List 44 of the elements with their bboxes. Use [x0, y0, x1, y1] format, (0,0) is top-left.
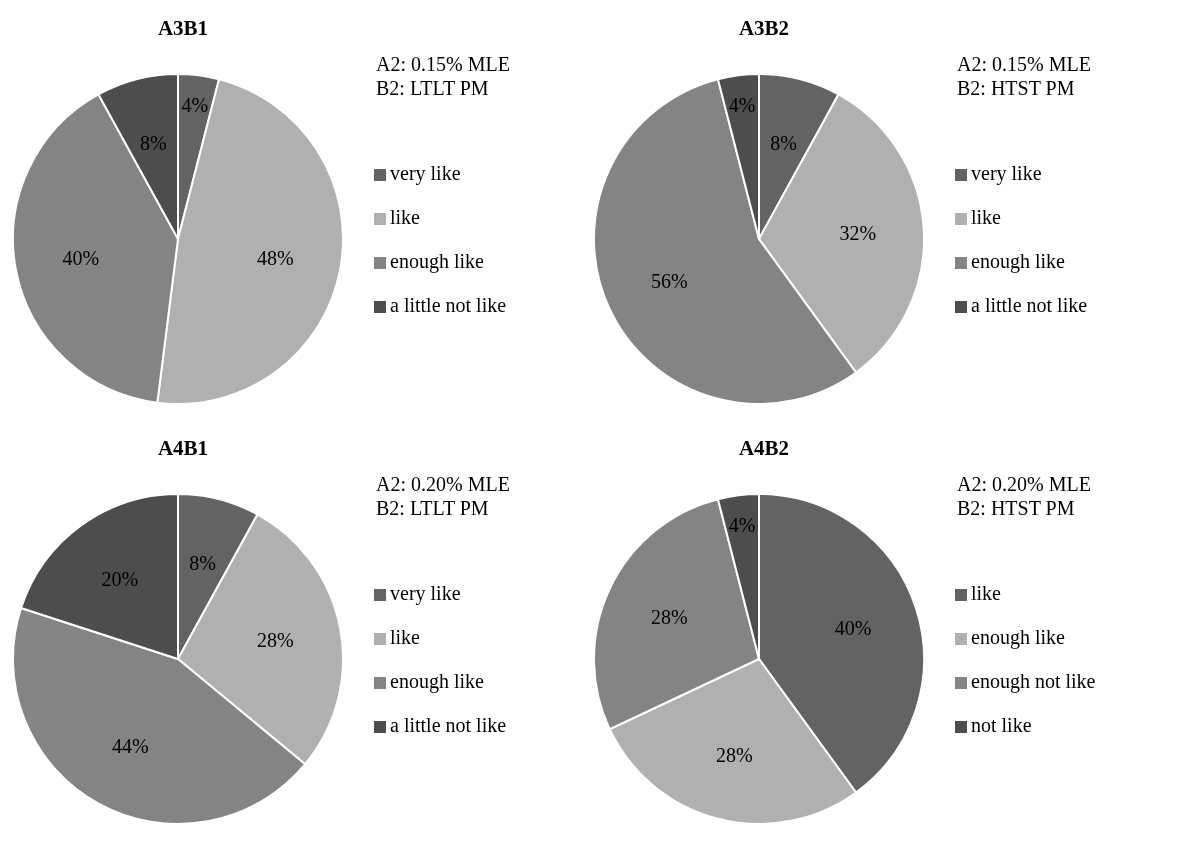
data-label: 28% — [256, 629, 294, 652]
data-label: 48% — [256, 246, 294, 269]
legend-label: like — [390, 206, 420, 228]
legend-label: a little not like — [390, 714, 507, 736]
chart-title: A4B1 — [156, 436, 210, 461]
legend-label: a little not like — [390, 294, 507, 316]
legend-label: not like — [971, 714, 1032, 736]
legend-label: like — [390, 626, 420, 648]
data-label: 8% — [770, 132, 797, 155]
legend-label: enough like — [390, 250, 484, 272]
chart-title: A3B1 — [156, 16, 210, 41]
text: A2: 0.15% MLE — [376, 52, 510, 76]
data-label: 40% — [62, 246, 100, 269]
legend-label: like — [971, 582, 1001, 604]
data-label: 4% — [728, 93, 756, 116]
text: B2: LTLT PM — [376, 496, 490, 520]
data-label: 28% — [651, 605, 688, 628]
data-label: 44% — [111, 734, 149, 757]
legend-label: very like — [390, 582, 461, 604]
data-label: 8% — [189, 552, 216, 575]
chart-title: A4B2 — [737, 436, 791, 461]
text: A2: 0.15% MLE — [957, 52, 1091, 76]
text: B2: LTLT PM — [376, 76, 490, 100]
data-label: 20% — [101, 567, 139, 590]
legend-label: enough like — [971, 250, 1065, 272]
text: B2: HTST PM — [957, 76, 1076, 100]
legend-label: like — [971, 206, 1001, 228]
data-label: 56% — [651, 270, 688, 293]
legend-label: a little not like — [971, 294, 1088, 316]
data-label: 40% — [834, 617, 872, 640]
data-label: 4% — [728, 513, 756, 536]
data-label: 28% — [716, 743, 753, 766]
legend-label: enough not like — [971, 670, 1096, 692]
text: A2: 0.20% MLE — [376, 472, 510, 496]
legend-label: enough like — [971, 626, 1065, 648]
legend-label: very like — [971, 162, 1042, 184]
data-label: 32% — [839, 221, 877, 244]
text: A2: 0.20% MLE — [957, 472, 1091, 496]
legend-label: enough like — [390, 670, 484, 692]
legend-label: very like — [390, 162, 461, 184]
data-label: 8% — [140, 132, 167, 155]
data-label: 4% — [181, 93, 209, 116]
text: B2: HTST PM — [957, 496, 1076, 520]
chart-title: A3B2 — [737, 16, 791, 41]
